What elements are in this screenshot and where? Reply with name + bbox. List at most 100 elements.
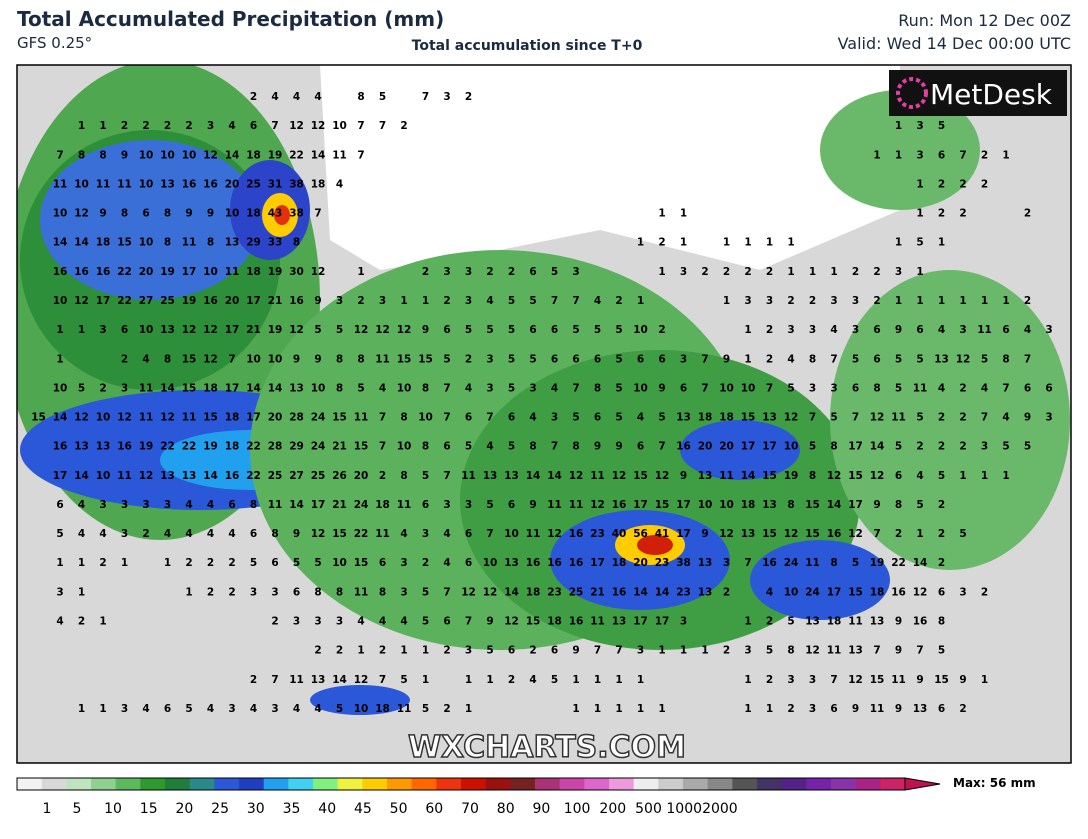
precip-value num: 5 [916,353,923,365]
precip-value num: 1 [916,178,923,190]
precip-value num: 6 [379,557,386,569]
colorbar-segment [485,778,511,790]
precip-value num: 17 [311,499,326,511]
precip-value num: 2 [78,616,85,628]
precip-value num: 5 [379,91,386,103]
precip-value num: 11 [354,412,369,424]
precip-value num: 1 [637,703,644,715]
precip-value num: 8 [809,470,816,482]
precip-value num: 2 [766,616,773,628]
precip-value num: 4 [78,499,85,511]
precip-value num: 2 [465,91,472,103]
precip-value num: 7 [809,412,816,424]
logo-box [889,70,1067,116]
precip-value num: 12 [719,528,734,540]
precip-value num: 10 [332,120,347,132]
precip-value num: 2 [228,586,235,598]
precip-value num: 19 [182,295,197,307]
precip-value num: 13 [870,616,885,628]
precip-value num: 5 [615,412,622,424]
colorbar-segment [732,778,758,790]
precip-value num: 9 [207,208,214,220]
precip-value num: 12 [913,586,928,598]
precip-value num: 7 [594,645,601,657]
precip-value num: 3 [787,324,794,336]
precip-value num: 16 [569,616,584,628]
precip-value num: 6 [830,703,837,715]
precip-value num: 8 [830,557,837,569]
precip-value num: 6 [658,353,665,365]
precip-value num: 20 [698,441,713,453]
precip-value num: 1 [723,295,730,307]
colorbar-segment [214,778,240,790]
precip-value num: 5 [508,353,515,365]
precip-value num: 10 [74,178,89,190]
precip-value num: 9 [293,528,300,540]
precip-value num: 3 [1045,412,1052,424]
precip-value num: 22 [891,557,906,569]
precip-value num: 1 [99,616,106,628]
precip-value num: 15 [332,528,347,540]
precip-value num: 9 [1024,412,1031,424]
precip-value num: 15 [182,382,197,394]
precip-value num: 20 [633,557,648,569]
colorbar-tick-label: 25 [211,801,229,817]
precip-value num: 1 [916,528,923,540]
precip-value num: 18 [246,149,261,161]
precip-value num: 15 [805,499,820,511]
precip-value num: 3 [379,295,386,307]
precip-value num: 2 [787,703,794,715]
precip-value num: 11 [375,353,390,365]
precip-value num: 7 [357,120,364,132]
precip-value num: 2 [981,149,988,161]
precip-value num: 17 [633,499,648,511]
precip-value num: 3 [551,412,558,424]
precip-value num: 4 [594,295,601,307]
precip-value num: 12 [311,266,326,278]
precip-value num: 9 [314,295,321,307]
precip-value num: 1 [916,295,923,307]
precip-value num: 1 [766,703,773,715]
precip-value num: 3 [959,586,966,598]
precip-value num: 19 [870,557,885,569]
precip-value num: 3 [895,266,902,278]
precip-value num: 3 [314,616,321,628]
precip-value num: 5 [422,703,429,715]
precip-value num: 10 [139,149,154,161]
precip-value num: 5 [658,412,665,424]
precip-value num: 12 [203,353,218,365]
precip-value num: 2 [99,382,106,394]
precip-value num: 12 [848,528,863,540]
precip-value num: 5 [938,645,945,657]
precip-value num: 6 [443,441,450,453]
precip-value num: 6 [895,470,902,482]
precip-value num: 13 [762,412,777,424]
colorbar-segment [41,778,67,790]
colorbar-segment [288,778,314,790]
precip-value num: 4 [400,616,407,628]
precip-value num: 16 [569,557,584,569]
colorbar-segment [91,778,117,790]
precip-value num: 12 [827,470,842,482]
precip-value num: 3 [981,441,988,453]
precip-value num: 1 [873,149,880,161]
precip-value num: 8 [400,412,407,424]
precip-value num: 2 [959,208,966,220]
precip-value num: 22 [354,528,369,540]
precip-value num: 11 [375,528,390,540]
precip-value num: 9 [680,470,687,482]
precip-value num: 16 [827,528,842,540]
precip-value num: 4 [185,528,192,540]
precip-value num: 2 [809,295,816,307]
precip-value num: 17 [827,586,842,598]
precip-value num: 11 [182,237,197,249]
colorbar-segment [559,778,585,790]
precip-value num: 12 [397,324,412,336]
precip-value num: 12 [870,412,885,424]
colorbar-tick-label: 20 [175,801,193,817]
precip-value num: 13 [913,703,928,715]
precip-value num: 10 [182,149,197,161]
precip-value num: 6 [465,528,472,540]
precip-value num: 15 [934,674,949,686]
